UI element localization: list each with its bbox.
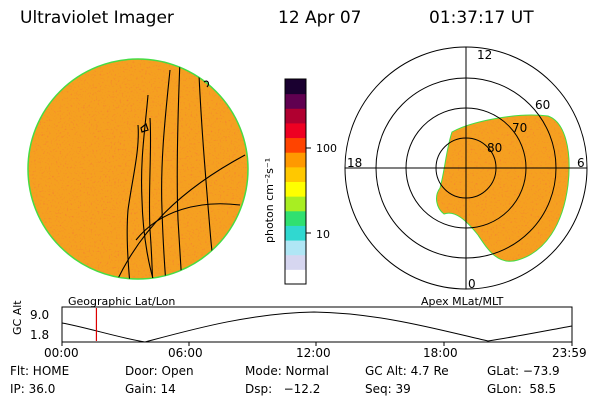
- right-caption: Apex MLat/MLT: [421, 295, 504, 308]
- colorbar-tick-10: 10: [316, 228, 330, 241]
- colorbar-swatch: [285, 93, 306, 109]
- alt-x-tick-1200: 12:00: [296, 346, 331, 360]
- colorbar-swatch: [285, 152, 306, 168]
- status-dsp: Dsp: −12.2: [245, 382, 321, 396]
- alt-y-tick-1-8: 1.8: [30, 328, 50, 342]
- colorbar-swatch: [285, 269, 306, 285]
- status-glat: GLat: −73.9: [487, 364, 560, 378]
- alt-x-tick-0600: 06:00: [168, 346, 203, 360]
- geo-grid-lines: [114, 59, 246, 279]
- status-gc-alt: GC Alt: 4.7 Re: [365, 364, 449, 378]
- colorbar-swatch: [285, 210, 306, 226]
- colorbar-swatch: [285, 240, 306, 256]
- alt-x-tick-2359: 23:59: [552, 346, 587, 360]
- colorbar-swatch: [285, 166, 306, 182]
- alt-x-tick-0000: 00:00: [44, 346, 79, 360]
- observation-date: 12 Apr 07: [278, 8, 362, 28]
- colorbar-swatch: [285, 254, 306, 270]
- mlat-label-60: 60: [535, 98, 551, 112]
- observation-time: 01:37:17 UT: [429, 8, 534, 28]
- alt-x-tick-1800: 18:00: [423, 346, 458, 360]
- polar-rings: [344, 46, 588, 290]
- mlt-label-0: 0: [468, 277, 476, 291]
- mlat-label-80: 80: [487, 141, 503, 155]
- status-door: Door: Open: [125, 364, 194, 378]
- colorbar-swatch: [285, 122, 306, 139]
- status-gain: Gain: 14: [125, 382, 176, 396]
- status-seq: Seq: 39: [365, 382, 411, 396]
- colorbar-swatch: [285, 196, 306, 212]
- colorbar: [284, 78, 311, 285]
- colorbar-swatch: [285, 108, 306, 124]
- mlt-label-12: 12: [477, 48, 493, 62]
- colorbar-swatch: [285, 225, 306, 241]
- mlat-label-70: 70: [512, 121, 528, 135]
- status-mode: Mode: Normal: [245, 364, 329, 378]
- status-flight: Flt: HOME: [10, 364, 70, 378]
- status-glon: GLon: 58.5: [487, 382, 557, 396]
- status-ip: IP: 36.0: [10, 382, 56, 396]
- altitude-curve: [61, 311, 573, 343]
- alt-y-label: GC Alt: [11, 300, 24, 335]
- geo-landmark-glyph: [140, 80, 210, 133]
- mlt-label-6: 6: [577, 156, 585, 170]
- left-caption: Geographic Lat/Lon: [68, 295, 176, 308]
- colorbar-swatch: [285, 137, 306, 153]
- colorbar-swatch: [285, 79, 306, 95]
- colorbar-swatch: [285, 181, 306, 197]
- colorbar-tick-100: 100: [316, 142, 337, 155]
- alt-y-tick-9: 9.0: [30, 308, 50, 322]
- instrument-title: Ultraviolet Imager: [20, 8, 174, 28]
- mlt-label-18: 18: [347, 156, 363, 170]
